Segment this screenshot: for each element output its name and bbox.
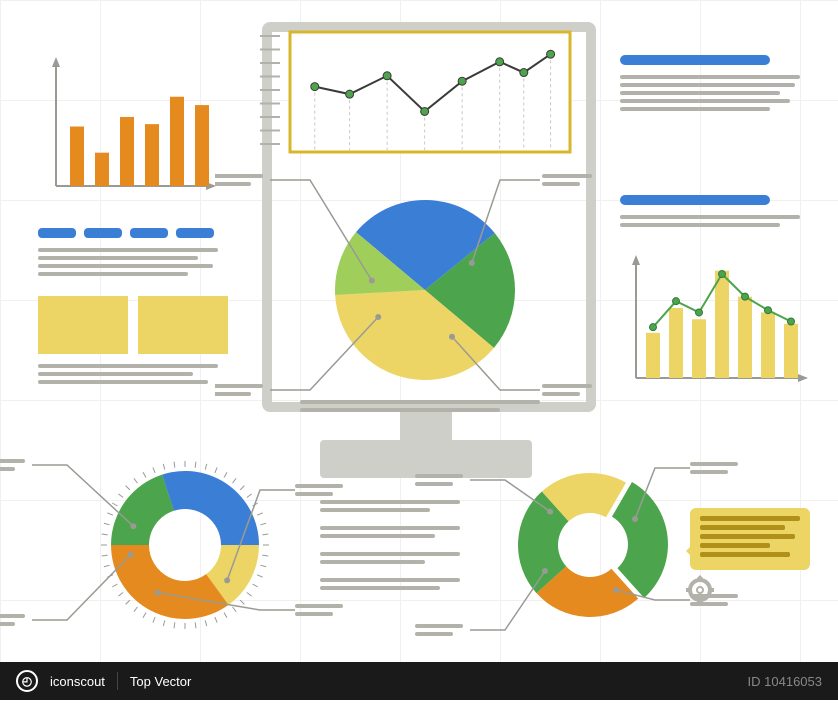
paragraph-midright <box>620 215 810 231</box>
author-name: Top Vector <box>130 674 191 689</box>
combo-chart-right <box>620 255 810 390</box>
speech-bubble <box>690 508 810 570</box>
paragraph-under-cards <box>38 364 228 388</box>
yellow-cards <box>38 296 228 354</box>
paragraph-center-bottom <box>300 400 556 416</box>
category-pills-topleft <box>38 228 214 238</box>
blue-pill-topright <box>620 55 770 65</box>
blue-pill-midright <box>620 195 770 205</box>
bar-chart-topleft <box>38 55 218 200</box>
footer-bar: ◴ iconscout Top Vector ID 10416053 <box>0 662 838 700</box>
asset-id: ID 10416053 <box>748 674 822 689</box>
paragraph-topleft <box>38 248 228 280</box>
footer-separator <box>117 672 118 690</box>
gear-icon <box>684 574 716 606</box>
line-chart-center <box>260 30 574 154</box>
brand-name: iconscout <box>50 674 105 689</box>
paragraph-topright <box>620 75 810 115</box>
brand-logo-icon: ◴ <box>16 670 38 692</box>
